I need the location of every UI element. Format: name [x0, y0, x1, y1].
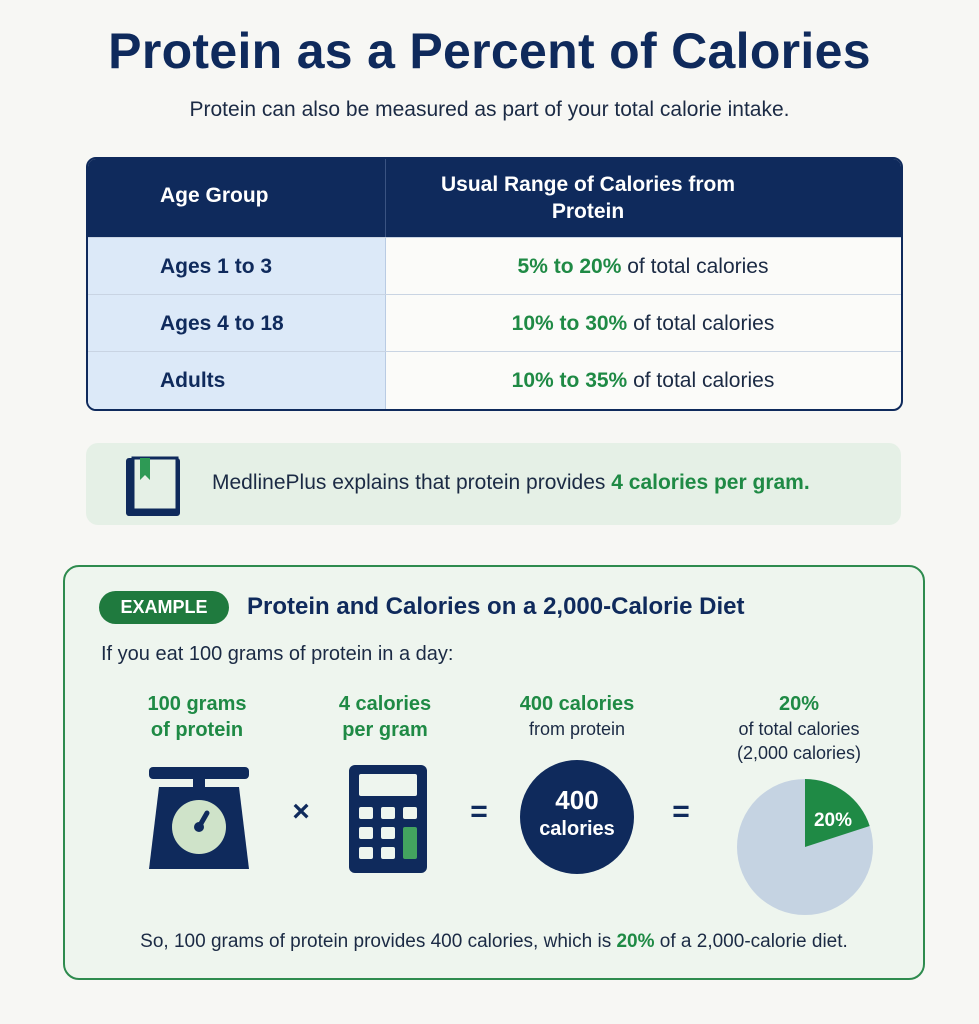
- range: 5% to 20%: [517, 255, 622, 278]
- column-header: Age Group: [160, 184, 269, 207]
- book-icon: [126, 456, 180, 516]
- pie: 20%: [737, 779, 873, 915]
- circle-badge: [520, 760, 634, 874]
- calculator-icon: [349, 765, 427, 873]
- scale-icon: [149, 767, 249, 869]
- step-highlight: 100 grams: [147, 693, 247, 715]
- badge: EXAMPLE: [99, 591, 229, 624]
- note: MedlinePlus explains that protein provid…: [86, 443, 901, 525]
- step-sub: of total calories: [738, 719, 860, 739]
- pie-label: 20%: [814, 810, 852, 831]
- range-cell: 5% to 20% of total calories: [385, 255, 901, 279]
- table-row: Ages 4 to 18 10% to 30% of total calories: [88, 294, 901, 352]
- column-header: Usual Range of Calories from Protein: [440, 173, 736, 223]
- summary-text: So, 100 grams of protein provides 400 ca…: [140, 931, 612, 952]
- step-highlight: 4 calories: [338, 693, 432, 715]
- age-group: Ages 1 to 3: [160, 255, 273, 278]
- summary-text: of a 2,000-calorie diet.: [659, 931, 848, 952]
- operator: =: [470, 795, 488, 828]
- title: Protein as a Percent of Calories: [108, 23, 871, 79]
- intro: If you eat 100 grams of protein in a day…: [101, 643, 454, 665]
- table: Age Group Usual Range of Calories from P…: [86, 157, 903, 411]
- age-group: Ages 4 to 18: [160, 312, 284, 335]
- step-label: 100 grams of protein: [102, 691, 292, 743]
- step-label: 20% of total calories (2,000 calories): [704, 691, 894, 765]
- summary-highlight: 20%: [616, 931, 655, 952]
- table-row: Ages 1 to 3 5% to 20% of total calories: [88, 237, 901, 295]
- range-rest: of total calories: [633, 369, 775, 392]
- range: 10% to 35%: [511, 369, 628, 392]
- note-text: MedlinePlus explains that protein provid…: [212, 471, 810, 495]
- step-label: 400 calories from protein: [482, 691, 672, 741]
- column-shade: [88, 237, 386, 409]
- circle-number: 400: [555, 785, 599, 815]
- range-rest: of total calories: [627, 255, 769, 278]
- step-sub: (2,000 calories): [736, 743, 862, 763]
- range-cell: 10% to 30% of total calories: [385, 312, 901, 336]
- step-highlight: 20%: [778, 693, 820, 715]
- circle-unit: calories: [539, 818, 615, 840]
- pie-slice: [805, 779, 870, 847]
- range: 10% to 30%: [511, 312, 628, 335]
- step-sub: from protein: [528, 719, 626, 739]
- table-header: Age Group Usual Range of Calories from P…: [88, 159, 901, 237]
- operator: =: [672, 795, 690, 828]
- step-highlight: of protein: [150, 719, 244, 741]
- example-title: Protein and Calories on a 2,000-Calorie …: [247, 593, 745, 620]
- step-highlight: 400 calories: [519, 693, 635, 715]
- range-rest: of total calories: [633, 312, 775, 335]
- subtitle: Protein can also be measured as part of …: [189, 98, 790, 121]
- operator: ×: [292, 795, 310, 828]
- note-plain: MedlinePlus explains that protein provid…: [212, 471, 606, 494]
- step-label: 4 calories per gram: [290, 691, 480, 743]
- age-group: Adults: [160, 369, 226, 392]
- step-highlight: per gram: [342, 719, 428, 741]
- example-panel: EXAMPLE Protein and Calories on a 2,000-…: [63, 565, 925, 980]
- summary: So, 100 grams of protein provides 400 ca…: [65, 931, 923, 953]
- circle-text: 400 calories: [519, 785, 635, 841]
- note-highlight: 4 calories per gram.: [611, 471, 810, 494]
- table-row: Adults 10% to 35% of total calories: [88, 351, 901, 409]
- separator: [385, 159, 386, 237]
- range-cell: 10% to 35% of total calories: [385, 369, 901, 393]
